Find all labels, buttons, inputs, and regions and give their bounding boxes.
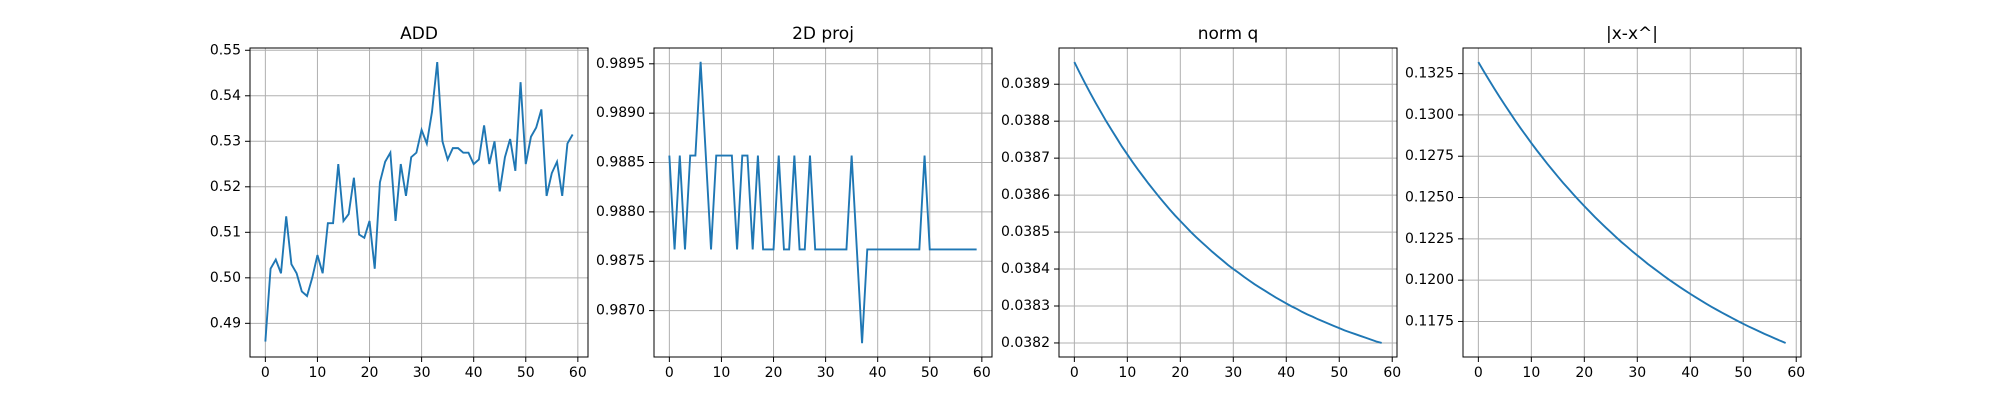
y-tick-label: 0.0383 xyxy=(1001,298,1050,314)
y-tick-label: 0.1250 xyxy=(1405,190,1454,206)
x-tick-label: 20 xyxy=(765,365,783,381)
x-tick-label: 20 xyxy=(1575,365,1593,381)
x-tick-label: 30 xyxy=(1628,365,1646,381)
axes-frame xyxy=(1058,47,1398,358)
y-tick-label: 0.0382 xyxy=(1001,335,1050,351)
x-tick-label: 30 xyxy=(413,365,431,381)
y-tick-label: 0.54 xyxy=(210,88,241,104)
y-tick-label: 0.9885 xyxy=(596,155,645,171)
x-tick-label: 10 xyxy=(1118,365,1136,381)
x-tick-label: 50 xyxy=(1734,365,1752,381)
y-tick-label: 0.0384 xyxy=(1001,261,1050,277)
chart-title: ADD xyxy=(400,24,438,44)
x-tick-label: 40 xyxy=(869,365,887,381)
x-tick-label: 60 xyxy=(973,365,991,381)
x-tick-label: 30 xyxy=(1224,365,1242,381)
y-tick-label: 0.1175 xyxy=(1405,313,1454,329)
x-tick-label: 50 xyxy=(517,365,535,381)
x-tick-label: 40 xyxy=(465,365,483,381)
x-tick-label: 0 xyxy=(1474,365,1483,381)
y-tick-label: 0.55 xyxy=(210,42,241,58)
x-tick-label: 30 xyxy=(817,365,835,381)
y-tick-label: 0.9870 xyxy=(596,303,645,319)
y-tick-label: 0.1200 xyxy=(1405,272,1454,288)
y-tick-label: 0.1325 xyxy=(1405,66,1454,82)
y-tick-label: 0.49 xyxy=(210,315,241,331)
x-tick-label: 60 xyxy=(569,365,587,381)
data-line xyxy=(264,62,574,342)
x-tick-label: 10 xyxy=(1522,365,1540,381)
y-tick-label: 0.0387 xyxy=(1001,150,1050,166)
x-tick-label: 60 xyxy=(1787,365,1805,381)
x-tick-label: 40 xyxy=(1681,365,1699,381)
y-tick-label: 0.52 xyxy=(210,179,241,195)
y-tick-label: 0.0389 xyxy=(1001,76,1050,92)
x-tick-label: 0 xyxy=(665,365,674,381)
y-tick-label: 0.9895 xyxy=(596,56,645,72)
axes-frame xyxy=(653,47,993,358)
y-tick-label: 0.9880 xyxy=(596,204,645,220)
y-tick-label: 0.0386 xyxy=(1001,187,1050,203)
y-tick-label: 0.0388 xyxy=(1001,113,1050,129)
x-tick-label: 0 xyxy=(261,365,270,381)
y-tick-label: 0.9875 xyxy=(596,253,645,269)
axes-frame xyxy=(1462,47,1802,358)
y-tick-label: 0.1225 xyxy=(1405,231,1454,247)
y-tick-label: 0.9890 xyxy=(596,105,645,121)
x-tick-label: 60 xyxy=(1383,365,1401,381)
x-tick-label: 10 xyxy=(713,365,731,381)
y-tick-label: 0.1275 xyxy=(1405,148,1454,164)
data-line xyxy=(1073,61,1382,344)
axes-frame xyxy=(249,47,589,358)
chart-title: norm q xyxy=(1198,24,1259,44)
y-tick-label: 0.1300 xyxy=(1405,107,1454,123)
chart-title: 2D proj xyxy=(792,24,854,44)
y-tick-label: 0.51 xyxy=(210,224,241,240)
data-line xyxy=(668,61,977,344)
x-tick-label: 10 xyxy=(309,365,327,381)
x-tick-label: 0 xyxy=(1070,365,1079,381)
x-tick-label: 20 xyxy=(361,365,379,381)
y-tick-label: 0.0385 xyxy=(1001,224,1050,240)
data-line xyxy=(1477,61,1786,344)
y-tick-label: 0.50 xyxy=(210,270,241,286)
y-tick-label: 0.53 xyxy=(210,133,241,149)
x-tick-label: 50 xyxy=(921,365,939,381)
x-tick-label: 40 xyxy=(1277,365,1295,381)
chart-title: |x-x^| xyxy=(1606,24,1658,44)
x-tick-label: 50 xyxy=(1330,365,1348,381)
x-tick-label: 20 xyxy=(1171,365,1189,381)
